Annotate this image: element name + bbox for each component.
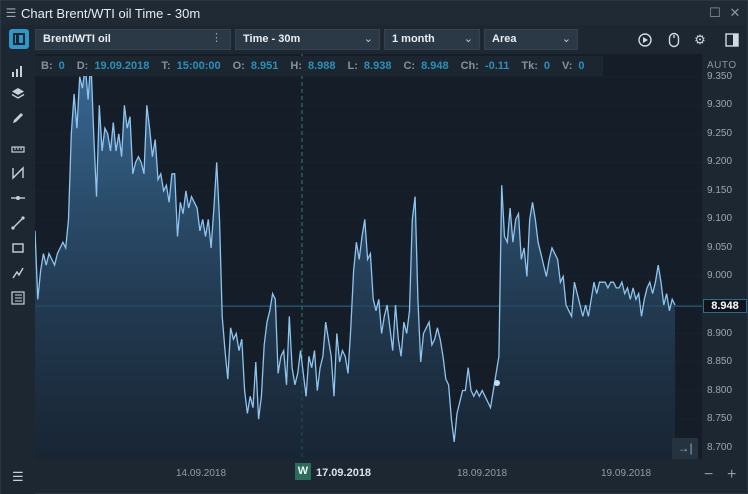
zoom-out-button[interactable]: − <box>704 466 714 483</box>
list-icon[interactable]: ☰ <box>12 469 24 484</box>
pattern-icon[interactable] <box>9 166 27 184</box>
last-price-badge: 8.948 <box>703 299 747 314</box>
close-label: C: <box>403 60 416 72</box>
x-tick-label: 14.09.2018 <box>176 468 227 479</box>
title-bar: ☰ Chart Brent/WTI oil Time - 30m ☐ ✕ <box>1 1 747 25</box>
date-value: 19.09.2018 <box>94 60 150 72</box>
low-label: L: <box>347 60 358 72</box>
price-line <box>35 59 676 442</box>
y-tick-label: 9.300 <box>707 99 733 111</box>
chart-style-label: Area <box>492 33 517 45</box>
symbol-label: Brent/WTI oil <box>43 33 111 45</box>
open-label: O: <box>232 60 245 72</box>
change-label: Ch: <box>460 60 479 72</box>
panel-icon[interactable] <box>721 29 743 50</box>
layers-icon[interactable] <box>9 87 27 105</box>
y-tick-label: 8.850 <box>707 356 733 368</box>
more-icon[interactable]: ⋮ <box>211 32 222 44</box>
y-tick-label: 8.900 <box>707 327 733 339</box>
close-icon[interactable]: ✕ <box>729 5 741 20</box>
y-tick-label: 9.350 <box>707 70 733 82</box>
low-value: 8.938 <box>363 60 392 72</box>
open-value: 8.951 <box>250 60 279 72</box>
cursor-marker <box>494 380 500 386</box>
time-label: T: <box>161 60 171 72</box>
close-value: 8.948 <box>421 60 449 72</box>
date-label: D: <box>76 60 89 72</box>
window-menu-icon[interactable]: ☰ <box>5 6 17 20</box>
zoom-in-button[interactable]: + <box>727 466 737 483</box>
range-dropdown[interactable]: 1 month ⌄ <box>384 29 480 50</box>
chevron-down-icon: ⌄ <box>463 33 473 45</box>
scroll-to-end-button[interactable]: →| <box>672 438 698 459</box>
bid-label: B: <box>41 60 53 72</box>
drawing-tools <box>1 54 35 494</box>
volume-value: 0 <box>578 60 585 72</box>
fib-icon[interactable] <box>9 266 27 284</box>
y-tick-label: 8.800 <box>707 384 733 396</box>
x-tick-label: 19.09.2018 <box>601 468 652 479</box>
change-value: -0.11 <box>484 60 510 72</box>
gear-icon[interactable]: ⚙ <box>694 32 706 47</box>
y-tick-label: 9.100 <box>707 213 733 225</box>
high-value: 8.988 <box>308 60 336 72</box>
timeframe-dropdown[interactable]: Time - 30m ⌄ <box>235 29 380 50</box>
area-chart-svg[interactable] <box>35 54 702 459</box>
horizontal-line-icon[interactable] <box>9 191 27 209</box>
high-label: H: <box>290 60 302 72</box>
price-axis[interactable] <box>702 54 747 459</box>
rectangle-icon[interactable] <box>9 241 27 259</box>
range-label: 1 month <box>392 33 435 45</box>
templates-icon[interactable] <box>9 291 27 309</box>
side-panel-toggle-icon[interactable] <box>9 29 29 49</box>
chevron-down-icon: ⌄ <box>363 33 373 45</box>
replay-icon[interactable] <box>634 29 656 50</box>
trend-line-icon[interactable] <box>9 216 27 234</box>
y-tick-label: 9.200 <box>707 156 733 168</box>
week-badge: W <box>295 463 311 480</box>
symbol-selector[interactable]: Brent/WTI oil ⋮ <box>35 29 231 50</box>
ticks-label: Tk: <box>521 60 538 72</box>
mouse-icon[interactable] <box>663 29 685 50</box>
price-chart[interactable]: B: 0 D: 19.09.2018 T: 15:00:00 O: 8.951 H: 8.… <box>35 54 702 459</box>
timeframe-label: Time - 30m <box>243 33 301 45</box>
chevron-down-icon: ⌄ <box>561 33 571 45</box>
ohlc-info-bar: B: 0 D: 19.09.2018 T: 15:00:00 O: 8.951 H: 8.… <box>35 56 603 76</box>
x-tick-label: 18.09.2018 <box>457 468 508 479</box>
auto-scale-button[interactable]: AUTO <box>707 60 737 71</box>
ruler-icon[interactable] <box>9 142 27 160</box>
time-value: 15:00:00 <box>176 60 221 72</box>
time-axis[interactable] <box>35 459 702 487</box>
y-tick-label: 9.150 <box>707 184 733 196</box>
window-title: Chart Brent/WTI oil Time - 30m <box>21 5 201 21</box>
pencil-icon[interactable] <box>9 111 27 129</box>
chart-types-icon[interactable] <box>9 64 27 82</box>
y-tick-label: 9.250 <box>707 127 733 139</box>
bid-value: 0 <box>58 60 65 72</box>
y-tick-label: 9.000 <box>707 270 733 282</box>
volume-label: V: <box>562 60 573 72</box>
chart-style-dropdown[interactable]: Area ⌄ <box>484 29 578 50</box>
maximize-icon[interactable]: ☐ <box>709 5 721 20</box>
toolbar: Brent/WTI oil ⋮ Time - 30m ⌄ 1 month ⌄ A… <box>1 26 747 53</box>
ticks-value: 0 <box>543 60 551 72</box>
x-tick-label: 17.09.2018 <box>316 467 372 479</box>
y-tick-label: 8.700 <box>707 441 733 453</box>
y-tick-label: 8.750 <box>707 413 733 425</box>
y-tick-label: 9.050 <box>707 241 733 253</box>
